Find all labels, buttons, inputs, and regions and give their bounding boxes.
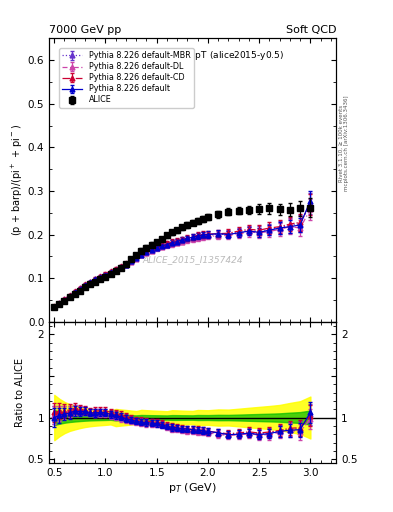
X-axis label: p$_T$ (GeV): p$_T$ (GeV) xyxy=(168,481,217,495)
Text: Rivet 3.1.10, ≥ 100k events: Rivet 3.1.10, ≥ 100k events xyxy=(339,105,343,182)
Text: 7000 GeV pp: 7000 GeV pp xyxy=(49,25,121,35)
Text: ALICE_2015_I1357424: ALICE_2015_I1357424 xyxy=(142,255,243,264)
Text: $(\bar{p}+p)/(\pi^++\pi^-)$ vs pT (alice2015-y0.5): $(\bar{p}+p)/(\pi^++\pi^-)$ vs pT (alice… xyxy=(101,50,284,63)
Text: mcplots.cern.ch [arXiv:1306.3436]: mcplots.cern.ch [arXiv:1306.3436] xyxy=(344,96,349,191)
Y-axis label: Ratio to ALICE: Ratio to ALICE xyxy=(15,358,25,427)
Text: Soft QCD: Soft QCD xyxy=(286,25,336,35)
Legend: Pythia 8.226 default-MBR, Pythia 8.226 default-DL, Pythia 8.226 default-CD, Pyth: Pythia 8.226 default-MBR, Pythia 8.226 d… xyxy=(59,48,194,108)
Y-axis label: (p + barp)/(pi$^+$ + pi$^-$): (p + barp)/(pi$^+$ + pi$^-$) xyxy=(10,124,25,236)
